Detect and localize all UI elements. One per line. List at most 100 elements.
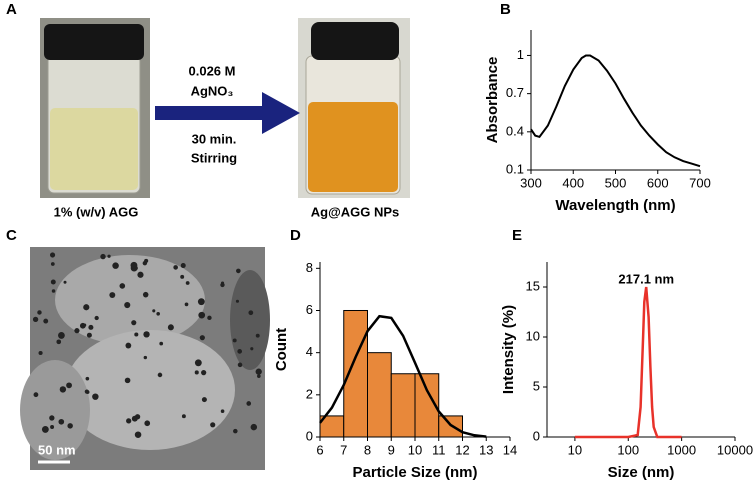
panel-label: E (512, 227, 522, 244)
x-tick-label: 300 (520, 175, 542, 190)
particle (66, 382, 72, 389)
panel-label: B (500, 1, 511, 18)
y-tick-label: 1 (517, 47, 524, 62)
particle (92, 393, 99, 400)
x-axis-label: Size (nm) (608, 464, 675, 481)
particle (50, 279, 56, 285)
particle (63, 280, 67, 284)
particle (194, 370, 199, 375)
y-axis-label: Count (273, 328, 290, 371)
x-axis-label: Particle Size (nm) (352, 464, 477, 481)
x-tick-label: 10000 (717, 442, 753, 457)
x-tick-label: 13 (479, 442, 493, 457)
particle (157, 372, 163, 378)
particle (100, 253, 106, 260)
particle (185, 281, 190, 285)
particle (137, 271, 144, 278)
bar (390, 373, 416, 438)
particle (124, 301, 131, 309)
particle (220, 409, 225, 414)
particle (67, 423, 73, 429)
particle (49, 415, 55, 421)
panel-c: C 50 nm (6, 227, 270, 470)
particle (210, 422, 216, 428)
x-tick-label: 11 (432, 442, 446, 457)
data-line (574, 286, 682, 439)
particle (83, 304, 90, 311)
tem-region (20, 360, 90, 460)
fit-curve (319, 314, 487, 438)
y-tick-label: 0.4 (506, 123, 524, 138)
x-tick-label: 7 (340, 442, 347, 457)
particle (126, 418, 132, 424)
particle (131, 320, 137, 326)
particle (233, 428, 238, 434)
scale-bar-label: 50 nm (38, 442, 76, 457)
vial-label: 1% (w/v) AGG (54, 204, 139, 219)
x-tick-label: 400 (562, 175, 584, 190)
panel-label: A (6, 1, 17, 18)
particle (94, 315, 99, 321)
particle (33, 392, 39, 398)
vial-cap (44, 24, 144, 60)
particle (143, 355, 148, 360)
particle (58, 418, 65, 425)
particle (248, 310, 254, 316)
particle (237, 349, 243, 354)
particle (131, 415, 138, 422)
x-tick-label: 10 (408, 442, 422, 457)
particle (83, 323, 87, 327)
vial-liquid (50, 108, 138, 190)
data-line (530, 54, 701, 168)
x-tick-label: 10 (568, 442, 582, 457)
tem-region (65, 330, 235, 450)
particle (232, 338, 237, 343)
x-tick-label: 8 (364, 442, 371, 457)
particle (235, 299, 239, 303)
particle (257, 374, 261, 378)
particle (38, 350, 43, 356)
y-tick-label: 0.1 (506, 161, 524, 176)
particle (236, 268, 241, 274)
particle (237, 362, 243, 368)
bar (414, 373, 440, 438)
particle (156, 311, 160, 316)
x-tick-label: 600 (647, 175, 669, 190)
particle (109, 292, 116, 298)
particle (142, 260, 148, 266)
vial-liquid (308, 102, 398, 192)
x-tick-label: 9 (388, 442, 395, 457)
panel-label: D (290, 227, 301, 244)
x-tick-label: 1000 (667, 442, 696, 457)
particle (130, 261, 138, 269)
y-axis-label: Absorbance (484, 57, 501, 144)
particle (201, 397, 207, 403)
y-tick-label: 10 (526, 328, 540, 343)
y-tick-label: 0 (533, 428, 540, 443)
panel-label: C (6, 227, 17, 244)
particle (125, 342, 132, 349)
x-tick-label: 100 (617, 442, 639, 457)
x-tick-label: 14 (503, 442, 517, 457)
x-tick-label: 6 (316, 442, 323, 457)
particle (194, 359, 202, 367)
particle (50, 262, 55, 266)
time: 30 min. (192, 131, 237, 146)
particle (86, 332, 92, 338)
y-tick-label: 2 (306, 386, 313, 401)
particle (220, 282, 225, 288)
particle (246, 401, 252, 406)
particle (159, 341, 164, 346)
particle (58, 331, 65, 339)
particle (173, 265, 178, 270)
reagent: 0.026 M (189, 63, 236, 78)
y-tick-label: 4 (306, 344, 313, 359)
particle (250, 347, 254, 351)
particle (134, 431, 142, 439)
particle (180, 274, 185, 279)
x-tick-label: 12 (455, 442, 469, 457)
annotation: 217.1 nm (618, 271, 674, 286)
particle (84, 389, 89, 394)
particle (85, 376, 90, 381)
